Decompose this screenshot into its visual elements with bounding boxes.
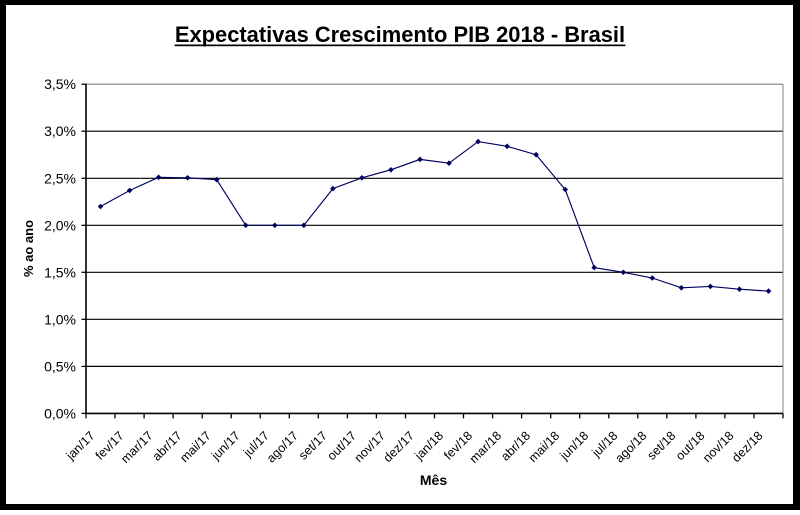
svg-text:2,5%: 2,5% [44,170,76,186]
svg-text:1,5%: 1,5% [44,264,76,280]
svg-text:3,0%: 3,0% [44,123,76,139]
svg-text:0,0%: 0,0% [44,405,76,421]
svg-text:2,0%: 2,0% [44,217,76,233]
svg-text:Expectativas Crescimento PIB 2: Expectativas Crescimento PIB 2018 - Bras… [175,22,625,47]
svg-text:Mês: Mês [420,472,447,488]
svg-text:% ao ano: % ao ano [21,220,36,277]
svg-text:0,5%: 0,5% [44,358,76,374]
svg-text:1,0%: 1,0% [44,311,76,327]
svg-text:3,5%: 3,5% [44,76,76,92]
